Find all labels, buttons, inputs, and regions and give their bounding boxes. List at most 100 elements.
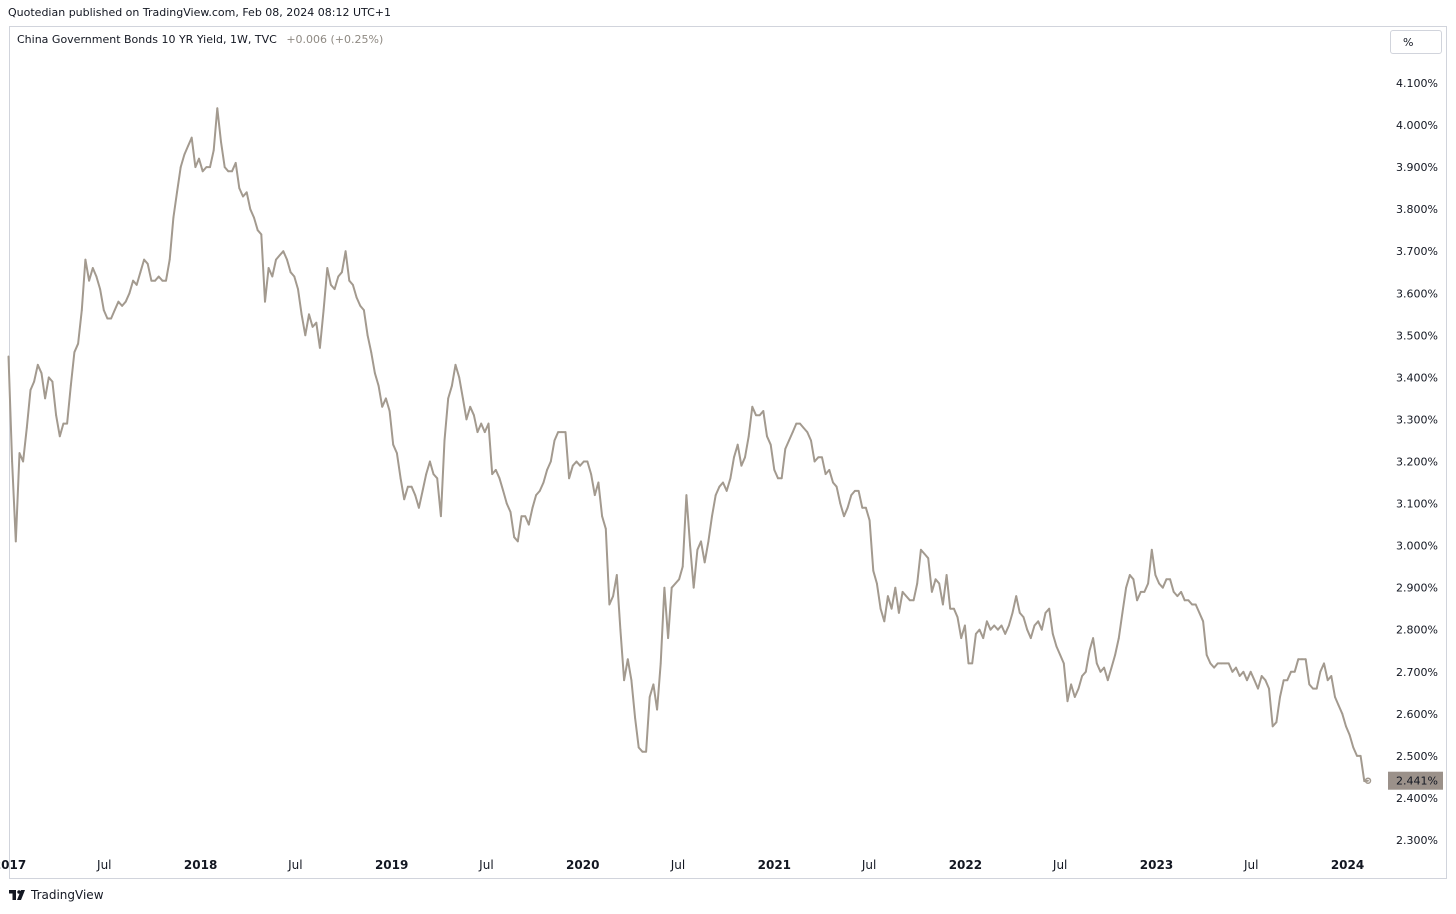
data-point (1315, 687, 1318, 690)
y-tick-label: 3.700% (1396, 245, 1438, 258)
x-tick-label: Jul (478, 858, 493, 872)
y-tick-label: 2.300% (1396, 834, 1438, 847)
last-price-badge-bg (1388, 771, 1443, 790)
data-point (128, 292, 131, 295)
data-point (810, 439, 812, 442)
data-point (670, 586, 673, 589)
data-point (1143, 591, 1146, 593)
data-point (553, 439, 556, 442)
y-tick-label: 4.000% (1396, 119, 1438, 132)
data-point (516, 540, 519, 543)
data-point (348, 279, 351, 282)
data-point (165, 279, 167, 282)
data-point (1282, 679, 1285, 682)
data-point (560, 431, 563, 433)
data-point (857, 490, 860, 492)
data-point (377, 384, 380, 387)
data-point (982, 637, 985, 639)
data-point (740, 464, 743, 467)
data-point (443, 439, 446, 442)
data-point (1191, 603, 1193, 606)
data-point (799, 422, 801, 425)
data-point (238, 187, 241, 190)
data-point (355, 296, 358, 299)
data-point (363, 309, 365, 311)
data-point (1341, 712, 1344, 715)
y-tick-label: 3.900% (1396, 161, 1438, 174)
data-point (40, 372, 43, 375)
data-point (84, 258, 87, 261)
data-point (187, 145, 189, 148)
data-point (736, 443, 739, 446)
data-point (1279, 696, 1281, 698)
data-point (813, 460, 816, 463)
data-point (949, 607, 952, 610)
data-point (359, 305, 362, 307)
data-point (480, 422, 483, 425)
scale-unit-button[interactable]: % (1390, 30, 1442, 54)
data-point (549, 460, 552, 463)
data-point (1106, 679, 1109, 682)
data-point (47, 376, 50, 379)
data-point (1040, 628, 1043, 631)
data-point (110, 317, 112, 320)
data-point (832, 481, 834, 484)
data-point (231, 170, 233, 173)
data-point (66, 422, 68, 425)
data-point (505, 502, 508, 505)
data-point (634, 717, 636, 719)
data-point (839, 502, 842, 505)
data-point (868, 519, 871, 522)
data-point (630, 679, 633, 682)
data-point (33, 380, 35, 383)
data-point (113, 309, 116, 311)
data-point (975, 633, 977, 635)
data-point (971, 662, 974, 665)
data-point (1077, 687, 1080, 690)
brand-name: TradingView (31, 888, 104, 902)
y-tick-label: 2.500% (1396, 750, 1438, 763)
data-point (689, 544, 691, 547)
data-point (1125, 586, 1127, 589)
data-point (1187, 599, 1190, 602)
data-point (744, 456, 746, 459)
data-point (275, 258, 277, 261)
symbol-title[interactable]: China Government Bonds 10 YR Yield, 1W, … (17, 33, 277, 46)
data-point (817, 456, 820, 459)
time-axis[interactable]: 2017 Jul 2018 Jul 2019 Jul 2020 Jul 2021 Jul 2022 J… (0, 858, 1364, 872)
x-tick-label: Jul (861, 858, 876, 872)
last-price-label: 2.441% (1396, 775, 1438, 788)
data-point (861, 506, 864, 509)
data-point (766, 435, 768, 438)
data-point (879, 607, 882, 610)
x-tick-label: 2022 (949, 858, 982, 872)
data-point (212, 149, 215, 152)
data-point (641, 750, 644, 753)
data-point (1301, 658, 1303, 661)
data-point (1011, 612, 1014, 614)
data-point (469, 405, 472, 408)
data-point (458, 376, 461, 379)
y-tick-label: 3.600% (1396, 287, 1438, 300)
data-point (58, 435, 61, 438)
data-point (256, 229, 259, 232)
price-change: +0.006 (+0.25%) (286, 33, 384, 46)
data-point (703, 561, 706, 564)
data-point (1147, 582, 1149, 585)
data-point (385, 397, 387, 400)
data-point (432, 473, 435, 475)
data-point (945, 574, 948, 576)
y-tick-label: 3.800% (1396, 203, 1438, 216)
data-point (1367, 779, 1369, 782)
data-point (645, 750, 647, 753)
data-point (1348, 734, 1351, 736)
y-tick-label: 3.400% (1396, 371, 1438, 384)
data-point (762, 410, 765, 412)
price-axis[interactable]: 4.100% 4.000% 3.900% 3.800% 3.700% 3.600% 3.50… (1396, 77, 1438, 847)
data-point (718, 485, 721, 488)
data-point (1026, 628, 1029, 631)
data-point (960, 637, 963, 639)
data-point (502, 490, 505, 492)
data-point (264, 300, 266, 303)
data-point (51, 380, 54, 383)
